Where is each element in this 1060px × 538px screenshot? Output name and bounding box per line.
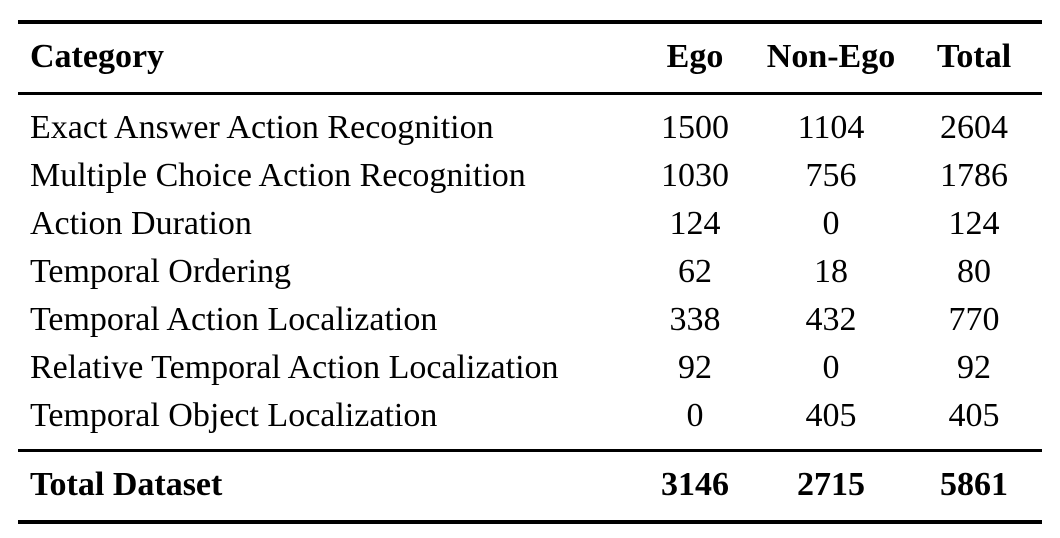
- total-row-label: Total Dataset: [18, 449, 634, 522]
- header-row: Category Ego Non-Ego Total: [18, 22, 1042, 95]
- row-ego-value: 338: [669, 301, 721, 338]
- row-total-value: 2604: [940, 109, 1008, 146]
- table-row: Relative Temporal Action Localization 92…: [18, 344, 1042, 392]
- row-total-value: 1786: [940, 157, 1008, 194]
- row-ego-value: 124: [669, 205, 721, 242]
- table-row: Multiple Choice Action Recognition 1030 …: [18, 152, 1042, 200]
- row-ego-value: 62: [678, 253, 712, 290]
- dataset-statistics-table: Category Ego Non-Ego Total Exact Answer …: [18, 20, 1042, 524]
- row-non-ego-value: 405: [805, 397, 857, 434]
- row-category: Relative Temporal Action Localization: [30, 349, 559, 386]
- column-header-category: Category: [18, 22, 634, 95]
- table-footer: Total Dataset 3146 2715 5861: [18, 449, 1042, 522]
- row-ego-value: 1500: [661, 109, 729, 146]
- row-ego-value: 92: [678, 349, 712, 386]
- row-category: Temporal Object Localization: [30, 397, 438, 434]
- column-header-total: Total: [906, 22, 1042, 95]
- total-non-ego-value: 2715: [756, 449, 906, 522]
- row-category: Action Duration: [30, 205, 252, 242]
- column-header-ego: Ego: [634, 22, 756, 95]
- table-row: Action Duration 124 0 124: [18, 200, 1042, 248]
- row-ego-value: 1030: [661, 157, 729, 194]
- row-non-ego-value: 756: [805, 157, 857, 194]
- row-non-ego-value: 1104: [797, 109, 865, 146]
- table-row: Temporal Object Localization 0 405 405: [18, 392, 1042, 451]
- column-header-non-ego: Non-Ego: [756, 22, 906, 95]
- row-total-value: 405: [948, 397, 1000, 434]
- row-category: Temporal Action Localization: [30, 301, 438, 338]
- total-ego-value: 3146: [634, 449, 756, 522]
- row-category: Temporal Ordering: [30, 253, 292, 290]
- row-non-ego-value: 18: [814, 253, 848, 290]
- table-body: Exact Answer Action Recognition 1500 110…: [18, 94, 1042, 451]
- dataset-statistics-table-container: Category Ego Non-Ego Total Exact Answer …: [18, 20, 1042, 524]
- table-row: Temporal Action Localization 338 432 770: [18, 296, 1042, 344]
- total-total-value: 5861: [906, 449, 1042, 522]
- row-non-ego-value: 0: [822, 205, 840, 242]
- row-total-value: 770: [948, 301, 1000, 338]
- row-category: Multiple Choice Action Recognition: [30, 157, 526, 194]
- row-non-ego-value: 0: [822, 349, 840, 386]
- row-category: Exact Answer Action Recognition: [30, 109, 494, 146]
- table-row: Exact Answer Action Recognition 1500 110…: [18, 94, 1042, 153]
- total-row: Total Dataset 3146 2715 5861: [18, 449, 1042, 522]
- table-row: Temporal Ordering 62 18 80: [18, 248, 1042, 296]
- row-total-value: 124: [948, 205, 1000, 242]
- row-ego-value: 0: [686, 397, 704, 434]
- row-non-ego-value: 432: [805, 301, 857, 338]
- table-header: Category Ego Non-Ego Total: [18, 22, 1042, 95]
- row-total-value: 92: [957, 349, 991, 386]
- row-total-value: 80: [957, 253, 991, 290]
